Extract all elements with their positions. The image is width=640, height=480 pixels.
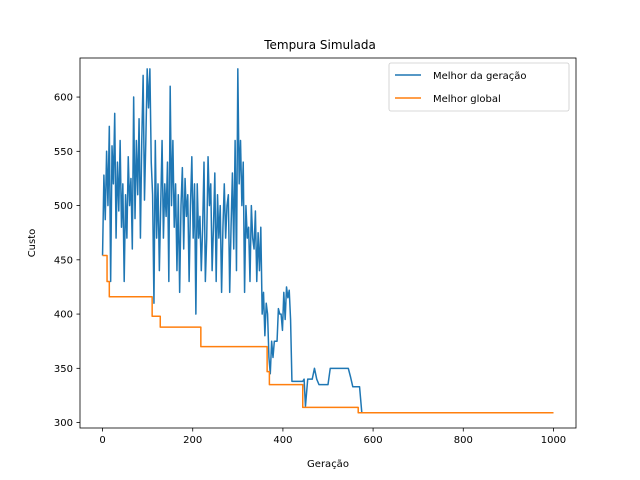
x-tick-label: 400	[273, 435, 292, 446]
chart-title: Tempura Simulada	[263, 38, 376, 52]
y-tick-label: 600	[54, 93, 73, 104]
y-tick-label: 550	[54, 147, 73, 158]
x-tick-label: 1000	[541, 435, 566, 446]
x-axis-title: Geração	[307, 459, 349, 470]
y-tick-label: 500	[54, 201, 73, 212]
y-tick-label: 350	[54, 364, 73, 375]
series-line-2	[102, 254, 554, 414]
series-line-1	[101, 68, 554, 414]
y-axis: 300 350 400 450 500 550 600	[54, 93, 80, 429]
plot-frame	[79, 57, 577, 429]
y-tick-label: 300	[54, 418, 73, 429]
legend-box	[388, 62, 570, 112]
legend-label-series-2: Melhor global	[433, 94, 501, 105]
x-tick-label: 600	[364, 435, 383, 446]
x-tick-label: 0	[99, 435, 105, 446]
y-axis-title: Custo	[27, 229, 38, 258]
x-axis: 0 200 400 600 800 1000	[99, 428, 566, 446]
x-tick-label: 200	[183, 435, 202, 446]
x-tick-label: 800	[454, 435, 473, 446]
plot-area	[101, 68, 554, 414]
legend-label-series-1: Melhor da geração	[433, 71, 526, 82]
y-tick-label: 450	[54, 255, 73, 266]
y-tick-label: 400	[54, 310, 73, 321]
legend: Melhor da geração Melhor global	[388, 62, 570, 112]
